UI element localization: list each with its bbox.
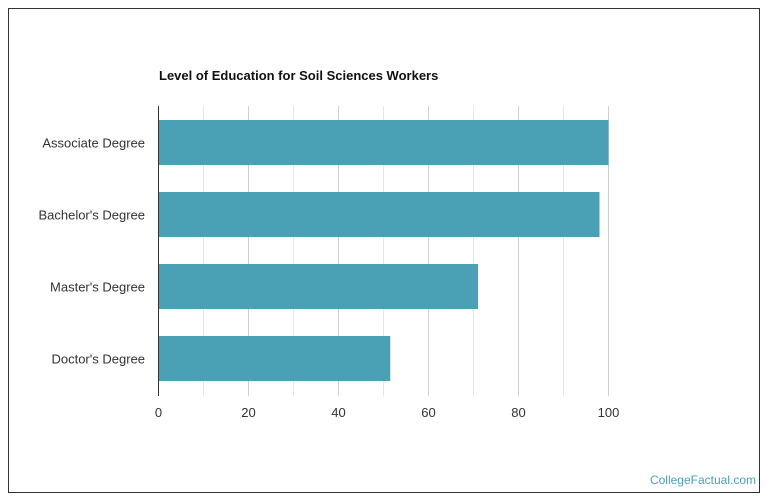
bar [158, 336, 391, 381]
category-label: Bachelor's Degree [38, 208, 145, 223]
x-tick-label: 80 [511, 405, 525, 420]
watermark-link[interactable]: CollegeFactual.com [649, 473, 756, 487]
x-tick-label: 40 [331, 405, 345, 420]
bar [158, 192, 600, 237]
x-tick-label: 20 [241, 405, 255, 420]
category-label: Associate Degree [42, 136, 145, 151]
bar [158, 264, 478, 309]
category-label: Master's Degree [50, 280, 145, 295]
x-tick-label: 0 [155, 405, 162, 420]
x-tick-label: 100 [598, 405, 620, 420]
x-tick-label: 60 [421, 405, 435, 420]
category-label: Doctor's Degree [51, 352, 145, 367]
chart-frame [8, 8, 760, 493]
bar [158, 120, 609, 165]
chart-title: Level of Education for Soil Sciences Wor… [159, 68, 439, 83]
